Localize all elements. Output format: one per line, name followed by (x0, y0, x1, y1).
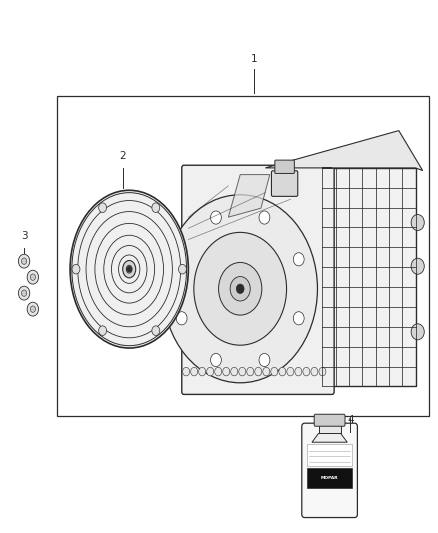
Circle shape (176, 253, 187, 266)
FancyBboxPatch shape (182, 165, 334, 394)
Circle shape (230, 277, 250, 301)
Text: 2: 2 (119, 151, 126, 161)
FancyBboxPatch shape (275, 160, 294, 173)
Circle shape (411, 324, 424, 340)
Circle shape (176, 312, 187, 325)
Text: 4: 4 (347, 415, 354, 425)
Text: 1: 1 (251, 54, 258, 63)
Circle shape (259, 353, 270, 367)
Polygon shape (265, 131, 423, 171)
Bar (307, 468, 352, 488)
Circle shape (99, 326, 106, 335)
Circle shape (30, 274, 35, 280)
Circle shape (27, 270, 39, 284)
Circle shape (194, 232, 286, 345)
Circle shape (263, 367, 270, 376)
Circle shape (319, 367, 326, 376)
Polygon shape (312, 433, 347, 442)
Circle shape (279, 367, 286, 376)
Circle shape (163, 195, 318, 383)
FancyBboxPatch shape (272, 171, 298, 196)
Ellipse shape (70, 190, 188, 348)
Circle shape (21, 290, 27, 296)
Circle shape (152, 203, 160, 213)
Circle shape (191, 367, 198, 376)
Polygon shape (228, 175, 270, 217)
Circle shape (211, 353, 221, 367)
Circle shape (271, 367, 278, 376)
Circle shape (183, 367, 190, 376)
Circle shape (30, 306, 35, 312)
Text: MOPAR: MOPAR (321, 476, 339, 480)
Circle shape (239, 367, 246, 376)
Circle shape (178, 264, 187, 274)
Circle shape (255, 367, 262, 376)
Circle shape (215, 367, 222, 376)
Circle shape (287, 367, 294, 376)
Bar (322, 168, 416, 386)
Circle shape (411, 258, 424, 274)
Circle shape (237, 284, 244, 294)
Circle shape (231, 367, 238, 376)
FancyBboxPatch shape (302, 423, 357, 518)
Circle shape (99, 203, 106, 213)
Circle shape (207, 367, 214, 376)
Circle shape (303, 367, 310, 376)
Bar (57, 96, 429, 416)
Circle shape (21, 258, 27, 264)
Circle shape (247, 367, 254, 376)
Circle shape (72, 264, 80, 274)
Circle shape (411, 214, 424, 230)
Circle shape (259, 211, 270, 224)
FancyBboxPatch shape (314, 414, 345, 426)
Circle shape (295, 367, 302, 376)
Ellipse shape (126, 265, 132, 273)
Circle shape (18, 286, 30, 300)
Circle shape (293, 253, 304, 266)
Circle shape (223, 367, 230, 376)
Circle shape (219, 262, 262, 315)
Circle shape (127, 266, 131, 272)
Ellipse shape (123, 261, 136, 278)
Circle shape (211, 211, 221, 224)
Circle shape (199, 367, 206, 376)
Circle shape (27, 302, 39, 316)
Circle shape (293, 312, 304, 325)
Circle shape (18, 254, 30, 268)
Bar (307, 444, 352, 466)
Text: 3: 3 (21, 231, 28, 241)
Circle shape (311, 367, 318, 376)
Bar (318, 425, 341, 433)
Circle shape (152, 326, 160, 335)
